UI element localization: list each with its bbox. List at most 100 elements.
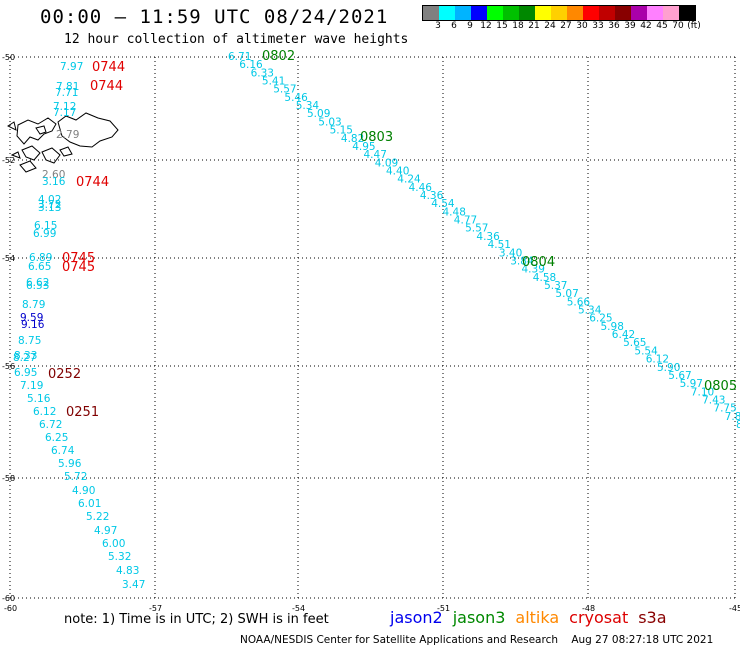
swh-value: 4.83 (116, 565, 139, 577)
swh-value: 7.81 (56, 81, 79, 93)
swh-value: 6.12 (646, 354, 669, 366)
swh-value: 6.62 (26, 277, 49, 289)
lon-label: -60 (4, 604, 17, 613)
swh-value: 3.16 (42, 176, 66, 188)
swh-value: 6.25 (45, 432, 68, 444)
swh-value: 4.54 (431, 198, 455, 210)
swh-value: 8.33 (14, 350, 37, 362)
swh-value: 2.79 (56, 129, 79, 141)
scale-swatch (647, 6, 663, 20)
lon-label: -45 (729, 604, 740, 613)
axis-labels: -50 -52 -54 -56 -58 -60-60 -57 -54 -51 -48 -45 (2, 53, 740, 613)
swh-value: 4.58 (533, 272, 556, 284)
scale-label: 45 (656, 21, 668, 31)
legend-cryosat: cryosat (569, 608, 629, 627)
swh-value: 5.41 (262, 76, 285, 88)
lat-label: -58 (2, 474, 15, 483)
swh-value: 6.00 (102, 538, 125, 550)
scale-swatch (471, 6, 487, 20)
scale-label: 27 (560, 21, 572, 31)
falkland-islands (7, 112, 119, 173)
scale-label: 3 (435, 21, 441, 31)
swh-value: 5.09 (307, 108, 330, 120)
swh-value: 8.79 (22, 299, 45, 311)
map-subtitle: 12 hour collection of altimeter wave hei… (64, 32, 409, 47)
swh-value: 4.51 (488, 239, 511, 251)
swh-value: 7.19 (20, 380, 43, 392)
swh-value: 4.77 (454, 215, 477, 227)
swh-value: 7.17 (53, 107, 76, 119)
swh-value: 6.95 (14, 367, 37, 379)
scale-swatch (631, 6, 647, 20)
scale-label: 36 (608, 21, 620, 31)
swh-value: 9.16 (21, 319, 45, 331)
scale-swatch (663, 6, 679, 20)
lon-label: -51 (437, 604, 450, 613)
scale-label: 12 (480, 21, 492, 31)
swh-value: 6.16 (239, 59, 263, 71)
swh-value: 4.97 (94, 525, 117, 537)
pass-timestamp: 0744 (92, 60, 125, 75)
lat-label: -52 (2, 156, 15, 165)
footer-note: note: 1) Time is in UTC; 2) SWH is in fe… (64, 612, 329, 627)
swh-value: 4.82 (341, 133, 364, 145)
scale-swatch (487, 6, 503, 20)
scale-label: (ft) (687, 21, 701, 31)
track-east: 6.716.166.335.415.575.465.345.095.035.15… (228, 51, 740, 431)
swh-value: 5.66 (567, 296, 591, 308)
scale-label: 18 (512, 21, 524, 31)
scale-swatch (439, 6, 455, 20)
swh-value: 6.01 (78, 498, 101, 510)
swh-value: 2.60 (42, 169, 65, 181)
swh-value: 5.72 (64, 471, 87, 483)
swh-value: 6.25 (589, 313, 612, 325)
swh-value: 3.72 (38, 199, 61, 211)
legend-altika: altika (515, 608, 560, 627)
swh-value: 6.65 (28, 261, 51, 273)
swh-value: 5.37 (544, 280, 567, 292)
pass-timestamp: 0804 (522, 255, 555, 270)
pass-timestamp: 0744 (90, 79, 123, 94)
swh-value: 7.81 (725, 411, 740, 423)
swh-value: 5.67 (668, 370, 691, 382)
scale-label: 30 (576, 21, 588, 31)
wave-height-color-scale (422, 5, 696, 21)
footer-credit: NOAA/NESDIS Center for Satellite Applica… (240, 634, 714, 646)
swh-value: 4.46 (409, 182, 433, 194)
scale-swatch (583, 6, 599, 20)
lon-label: -48 (582, 604, 595, 613)
swh-value: 7.12 (53, 101, 76, 113)
satellite-legend: jason2 jason3 altika cryosat s3a (390, 608, 677, 627)
scale-label: 6 (451, 21, 457, 31)
map-title: 00:00 – 11:59 UTC 08/24/2021 (40, 6, 389, 28)
pass-timestamp: 0745 (62, 251, 95, 266)
swh-value: 6.89 (29, 252, 52, 264)
swh-value: 4.48 (443, 206, 466, 218)
legend-s3a: s3a (638, 608, 667, 627)
scale-swatch (615, 6, 631, 20)
lon-label: -57 (149, 604, 162, 613)
swh-value: 5.34 (296, 100, 320, 112)
pass-timestamp: 0252 (48, 367, 81, 382)
swh-value: 6.71 (228, 51, 251, 63)
scale-label: 9 (467, 21, 473, 31)
lat-label: -50 (2, 53, 15, 62)
swh-value: 5.32 (108, 551, 131, 563)
lat-label: -56 (2, 362, 15, 371)
swh-value: 4.47 (364, 149, 387, 161)
scale-swatch (567, 6, 583, 20)
swh-value: 5.15 (330, 125, 353, 137)
swh-value: 8.27 (13, 352, 36, 364)
swh-value: 3.84 (510, 255, 534, 267)
swh-value: 8.75 (18, 335, 41, 347)
scale-label: 42 (640, 21, 652, 31)
swh-value: 6.12 (33, 406, 56, 418)
swh-value: 4.90 (72, 485, 95, 497)
swh-value: 4.95 (352, 141, 375, 153)
swh-value: 5.96 (58, 458, 82, 470)
swh-value: 6.99 (33, 228, 56, 240)
pass-timestamp: 0803 (360, 130, 393, 145)
legend-jason3: jason3 (452, 608, 506, 627)
